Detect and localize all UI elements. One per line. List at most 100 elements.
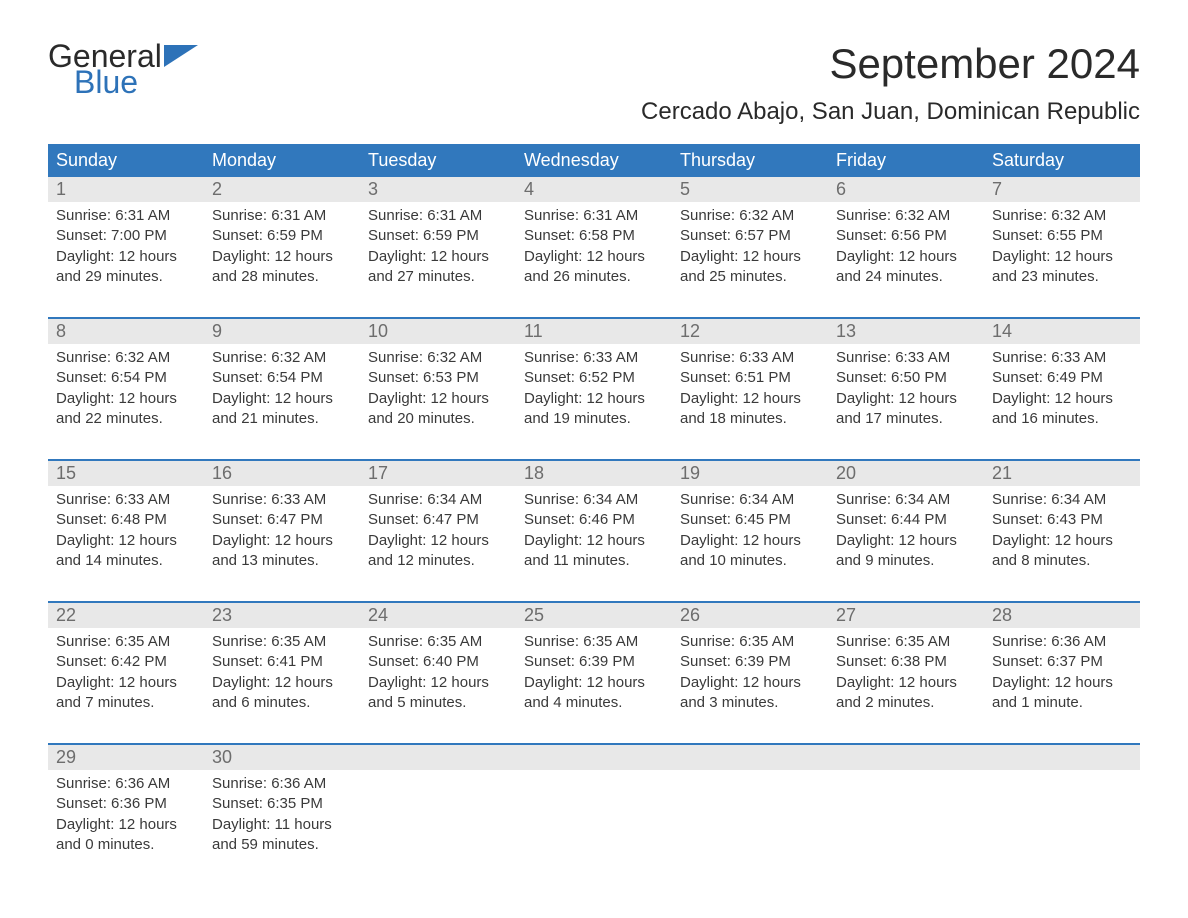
day-cell: Sunrise: 6:32 AMSunset: 6:55 PMDaylight:… <box>984 202 1140 293</box>
sunset-text: Sunset: 6:42 PM <box>56 652 196 672</box>
daylight-line1: Daylight: 12 hours <box>680 673 820 693</box>
sunset-text: Sunset: 6:41 PM <box>212 652 352 672</box>
sunrise-text: Sunrise: 6:33 AM <box>992 348 1132 368</box>
day-cell: Sunrise: 6:32 AMSunset: 6:57 PMDaylight:… <box>672 202 828 293</box>
sunrise-text: Sunrise: 6:35 AM <box>836 632 976 652</box>
daylight-line2: and 0 minutes. <box>56 835 196 855</box>
sunrise-text: Sunrise: 6:36 AM <box>212 774 352 794</box>
daylight-line2: and 10 minutes. <box>680 551 820 571</box>
daylight-line1: Daylight: 11 hours <box>212 815 352 835</box>
day-cell: Sunrise: 6:35 AMSunset: 6:40 PMDaylight:… <box>360 628 516 719</box>
sunset-text: Sunset: 6:45 PM <box>680 510 820 530</box>
sunset-text: Sunset: 6:47 PM <box>212 510 352 530</box>
daylight-line1: Daylight: 12 hours <box>56 673 196 693</box>
day-cell: Sunrise: 6:34 AMSunset: 6:45 PMDaylight:… <box>672 486 828 577</box>
sunset-text: Sunset: 6:43 PM <box>992 510 1132 530</box>
sunrise-text: Sunrise: 6:32 AM <box>368 348 508 368</box>
daylight-line2: and 1 minute. <box>992 693 1132 713</box>
day-cell <box>984 770 1140 861</box>
weekday-sunday: Sunday <box>48 144 204 177</box>
sunset-text: Sunset: 6:50 PM <box>836 368 976 388</box>
day-number: 4 <box>516 177 672 202</box>
sunrise-text: Sunrise: 6:35 AM <box>368 632 508 652</box>
day-cell: Sunrise: 6:36 AMSunset: 6:36 PMDaylight:… <box>48 770 204 861</box>
day-cell: Sunrise: 6:34 AMSunset: 6:47 PMDaylight:… <box>360 486 516 577</box>
daylight-line2: and 16 minutes. <box>992 409 1132 429</box>
sunrise-text: Sunrise: 6:33 AM <box>56 490 196 510</box>
sunset-text: Sunset: 6:44 PM <box>836 510 976 530</box>
sunrise-text: Sunrise: 6:32 AM <box>680 206 820 226</box>
day-cell: Sunrise: 6:33 AMSunset: 6:49 PMDaylight:… <box>984 344 1140 435</box>
day-number: 9 <box>204 319 360 344</box>
daynum-row: 2930 <box>48 745 1140 770</box>
daylight-line1: Daylight: 12 hours <box>992 673 1132 693</box>
page-subtitle: Cercado Abajo, San Juan, Dominican Repub… <box>641 98 1140 126</box>
daylight-line2: and 14 minutes. <box>56 551 196 571</box>
sunrise-text: Sunrise: 6:31 AM <box>212 206 352 226</box>
daylight-line1: Daylight: 12 hours <box>56 247 196 267</box>
sunrise-text: Sunrise: 6:34 AM <box>992 490 1132 510</box>
daynum-row: 891011121314 <box>48 319 1140 344</box>
day-number: 21 <box>984 461 1140 486</box>
daylight-line2: and 4 minutes. <box>524 693 664 713</box>
daynum-row: 1234567 <box>48 177 1140 202</box>
sunset-text: Sunset: 6:57 PM <box>680 226 820 246</box>
daylight-line1: Daylight: 12 hours <box>524 673 664 693</box>
sunset-text: Sunset: 6:54 PM <box>56 368 196 388</box>
page-title: September 2024 <box>641 40 1140 88</box>
day-cell: Sunrise: 6:35 AMSunset: 6:41 PMDaylight:… <box>204 628 360 719</box>
sunrise-text: Sunrise: 6:31 AM <box>56 206 196 226</box>
sunset-text: Sunset: 6:49 PM <box>992 368 1132 388</box>
daylight-line1: Daylight: 12 hours <box>836 531 976 551</box>
day-cell: Sunrise: 6:31 AMSunset: 7:00 PMDaylight:… <box>48 202 204 293</box>
day-cell: Sunrise: 6:32 AMSunset: 6:56 PMDaylight:… <box>828 202 984 293</box>
day-number: 17 <box>360 461 516 486</box>
sunset-text: Sunset: 6:54 PM <box>212 368 352 388</box>
day-number: 7 <box>984 177 1140 202</box>
sunrise-text: Sunrise: 6:35 AM <box>56 632 196 652</box>
sunrise-text: Sunrise: 6:32 AM <box>992 206 1132 226</box>
daylight-line1: Daylight: 12 hours <box>368 531 508 551</box>
daylight-line1: Daylight: 12 hours <box>992 531 1132 551</box>
sunrise-text: Sunrise: 6:32 AM <box>56 348 196 368</box>
sunrise-text: Sunrise: 6:36 AM <box>56 774 196 794</box>
weekday-saturday: Saturday <box>984 144 1140 177</box>
sunrise-text: Sunrise: 6:35 AM <box>680 632 820 652</box>
daylight-line1: Daylight: 12 hours <box>680 531 820 551</box>
day-cell: Sunrise: 6:31 AMSunset: 6:58 PMDaylight:… <box>516 202 672 293</box>
day-number: 25 <box>516 603 672 628</box>
week-row: 2930Sunrise: 6:36 AMSunset: 6:36 PMDayli… <box>48 743 1140 861</box>
daylight-line2: and 24 minutes. <box>836 267 976 287</box>
sunset-text: Sunset: 6:48 PM <box>56 510 196 530</box>
day-number <box>672 745 828 770</box>
day-number: 15 <box>48 461 204 486</box>
sunset-text: Sunset: 6:58 PM <box>524 226 664 246</box>
day-cell: Sunrise: 6:35 AMSunset: 6:42 PMDaylight:… <box>48 628 204 719</box>
daylight-line2: and 28 minutes. <box>212 267 352 287</box>
day-number <box>984 745 1140 770</box>
day-number: 1 <box>48 177 204 202</box>
daylight-line2: and 11 minutes. <box>524 551 664 571</box>
daylight-line2: and 3 minutes. <box>680 693 820 713</box>
day-number <box>828 745 984 770</box>
sunrise-text: Sunrise: 6:33 AM <box>680 348 820 368</box>
weeks-container: 1234567Sunrise: 6:31 AMSunset: 7:00 PMDa… <box>48 177 1140 861</box>
sunrise-text: Sunrise: 6:35 AM <box>524 632 664 652</box>
daylight-line2: and 27 minutes. <box>368 267 508 287</box>
daylight-line2: and 20 minutes. <box>368 409 508 429</box>
sunset-text: Sunset: 6:51 PM <box>680 368 820 388</box>
calendar: Sunday Monday Tuesday Wednesday Thursday… <box>48 144 1140 861</box>
day-cell: Sunrise: 6:34 AMSunset: 6:43 PMDaylight:… <box>984 486 1140 577</box>
daylight-line1: Daylight: 12 hours <box>524 247 664 267</box>
daylight-line1: Daylight: 12 hours <box>836 247 976 267</box>
daynum-row: 15161718192021 <box>48 461 1140 486</box>
day-cell: Sunrise: 6:33 AMSunset: 6:51 PMDaylight:… <box>672 344 828 435</box>
day-number: 3 <box>360 177 516 202</box>
daylight-line1: Daylight: 12 hours <box>368 673 508 693</box>
sunset-text: Sunset: 6:40 PM <box>368 652 508 672</box>
weekday-thursday: Thursday <box>672 144 828 177</box>
daylight-line2: and 21 minutes. <box>212 409 352 429</box>
daylight-line2: and 19 minutes. <box>524 409 664 429</box>
daylight-line1: Daylight: 12 hours <box>836 389 976 409</box>
logo-text-blue: Blue <box>74 66 198 98</box>
